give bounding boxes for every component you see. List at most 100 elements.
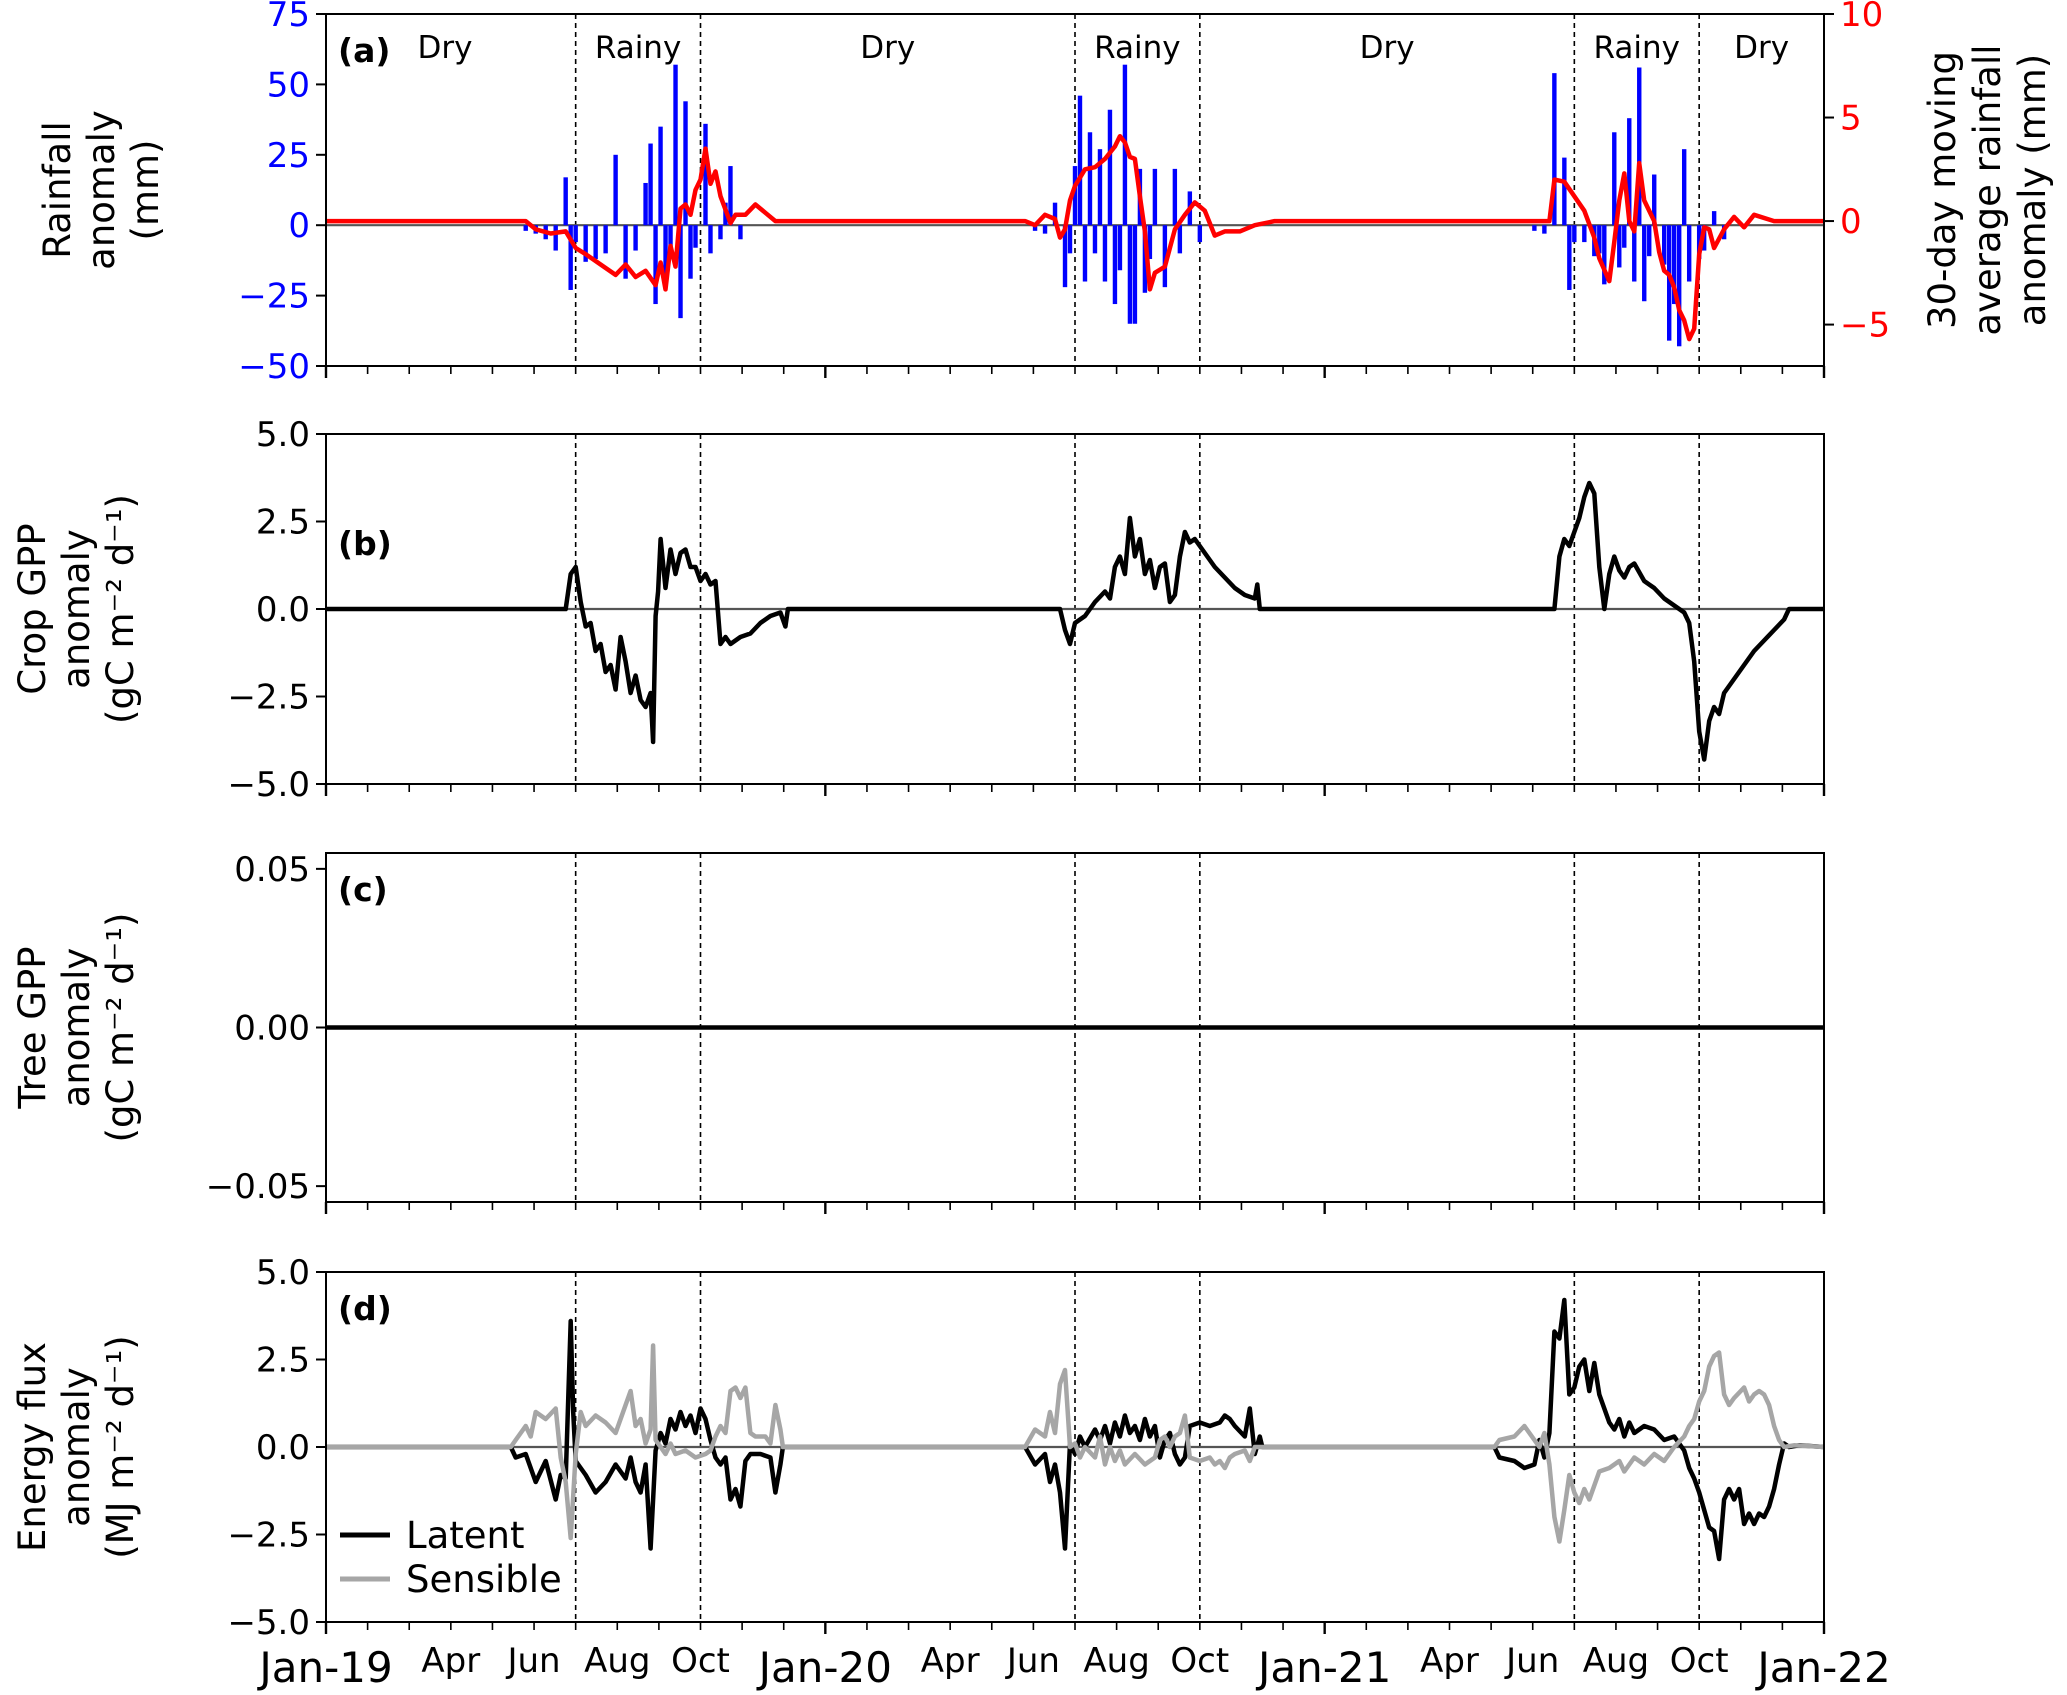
- rainfall-bar: [1681, 149, 1687, 226]
- x-tick-label: Apr: [1420, 1641, 1479, 1681]
- rainfall-bar: [613, 154, 618, 226]
- rainfall-bar: [688, 225, 693, 279]
- y-tick-label: −2.5: [227, 1516, 310, 1556]
- y2-axis-title: 30-day moving: [1921, 51, 1964, 329]
- rainfall-bar: [563, 177, 568, 226]
- rainfall-bar: [1092, 225, 1098, 254]
- rainfall-bar: [1072, 166, 1078, 226]
- rainfall-bar: [1042, 225, 1048, 234]
- rainfall-bar: [1676, 225, 1682, 347]
- y-axis-title: (gC m⁻² d⁻¹): [99, 494, 142, 724]
- y-tick-label: 0.05: [234, 850, 310, 890]
- y-axis-title: (MJ m⁻² d⁻¹): [99, 1335, 142, 1558]
- rainfall-bar: [1542, 225, 1547, 234]
- rainfall-bar: [553, 225, 558, 251]
- rainfall-bar: [1082, 225, 1088, 282]
- y-tick-label: −5.0: [227, 1603, 310, 1643]
- series-line-sensible: [326, 1343, 1825, 1544]
- rainfall-bar: [1032, 225, 1038, 231]
- rainfall-bar: [603, 225, 608, 254]
- y-tick-label: 0.0: [256, 590, 310, 630]
- rainfall-bar: [1711, 211, 1717, 226]
- rainfall-bar: [668, 225, 673, 254]
- x-tick-label: Aug: [1583, 1641, 1649, 1681]
- x-tick-label: Jan-22: [1754, 1643, 1890, 1692]
- rainfall-bar: [643, 182, 648, 226]
- y-tick-label: 75: [267, 0, 310, 35]
- rainfall-bar: [1597, 225, 1602, 254]
- x-tick-label: Aug: [584, 1641, 650, 1681]
- rainfall-bar: [1617, 225, 1622, 268]
- rainfall-bar: [1622, 225, 1627, 248]
- y-tick-label: 5.0: [256, 415, 310, 455]
- rainfall-bar: [1637, 67, 1642, 226]
- rainfall-bar: [1117, 225, 1123, 271]
- season-label: Rainy: [595, 30, 681, 66]
- y-axis-title: Rainfall: [36, 121, 79, 259]
- y2-tick-label: 0: [1840, 202, 1862, 242]
- y2-axis-title: average rainfall: [1966, 44, 2009, 335]
- y2-axis-title: anomaly (mm): [2011, 54, 2054, 326]
- x-tick-label: Jan-19: [256, 1643, 392, 1692]
- y2-tick-label: 5: [1840, 99, 1862, 139]
- y-tick-label: 0.00: [234, 1009, 310, 1049]
- rainfall-bar: [738, 225, 743, 240]
- rainfall-bar: [1142, 225, 1148, 293]
- y-tick-label: −2.5: [227, 678, 310, 718]
- y-axis-title: Energy flux: [11, 1342, 54, 1552]
- rainfall-bar: [1642, 225, 1647, 302]
- rainfall-bar: [693, 225, 698, 248]
- x-tick-label: Jan-20: [756, 1643, 892, 1692]
- rainfall-bar: [728, 166, 733, 226]
- rainfall-bar: [568, 225, 573, 290]
- rainfall-bar: [1067, 225, 1073, 254]
- y-tick-label: 0: [288, 206, 310, 246]
- y-axis-title: anomaly: [55, 1367, 98, 1527]
- y-axis-title: Tree GPP: [11, 946, 54, 1109]
- rainfall-bar: [663, 225, 668, 282]
- season-label: Rainy: [1594, 30, 1680, 66]
- y-tick-label: 25: [267, 136, 310, 176]
- y-axis-title: anomaly: [80, 110, 123, 270]
- rainfall-bar: [653, 225, 658, 305]
- season-label: Dry: [418, 30, 473, 66]
- panel-label: (b): [338, 524, 392, 563]
- rainfall-bar: [1087, 132, 1093, 226]
- rainfall-bar: [1152, 168, 1158, 226]
- rainfall-bar: [1667, 225, 1672, 341]
- series-line-crop_gpp: [326, 480, 1824, 762]
- rainfall-bar: [1632, 225, 1637, 282]
- season-label: Dry: [860, 30, 915, 66]
- rainfall-bar: [1127, 225, 1133, 324]
- panel-label: (d): [338, 1289, 392, 1328]
- series-line-rainfall_moving_avg: [326, 133, 1824, 342]
- rainfall-bar: [1107, 109, 1113, 226]
- rainfall-bar: [573, 225, 578, 243]
- rainfall-bar: [1562, 157, 1567, 226]
- y-tick-label: −50: [238, 347, 310, 387]
- y-axis-title: Crop GPP: [11, 523, 54, 694]
- y-tick-label: 5.0: [256, 1253, 310, 1293]
- panel-label: (c): [338, 870, 388, 909]
- x-tick-label: Oct: [1170, 1641, 1229, 1681]
- rainfall-bar: [1572, 225, 1577, 243]
- rainfall-bar: [1052, 202, 1058, 226]
- y-axis-title: (gC m⁻² d⁻¹): [99, 913, 142, 1143]
- rainfall-bar: [633, 225, 638, 251]
- rainfall-bar: [1147, 225, 1153, 259]
- x-tick-label: Jan-21: [1255, 1643, 1391, 1692]
- legend-label-sensible: Sensible: [406, 1558, 562, 1601]
- y-tick-label: −5.0: [227, 765, 310, 805]
- season-label: Rainy: [1094, 30, 1180, 66]
- season-label: Dry: [1360, 30, 1415, 66]
- rainfall-bar: [1652, 174, 1657, 226]
- rainfall-bar: [1062, 225, 1068, 288]
- x-tick-label: Aug: [1083, 1641, 1149, 1681]
- panel-label: (a): [338, 31, 390, 70]
- x-tick-label: Oct: [671, 1641, 730, 1681]
- rainfall-bar: [1612, 132, 1617, 226]
- rainfall-bar: [1567, 225, 1572, 290]
- y-tick-label: −0.05: [206, 1167, 310, 1207]
- rainfall-bar: [648, 143, 653, 226]
